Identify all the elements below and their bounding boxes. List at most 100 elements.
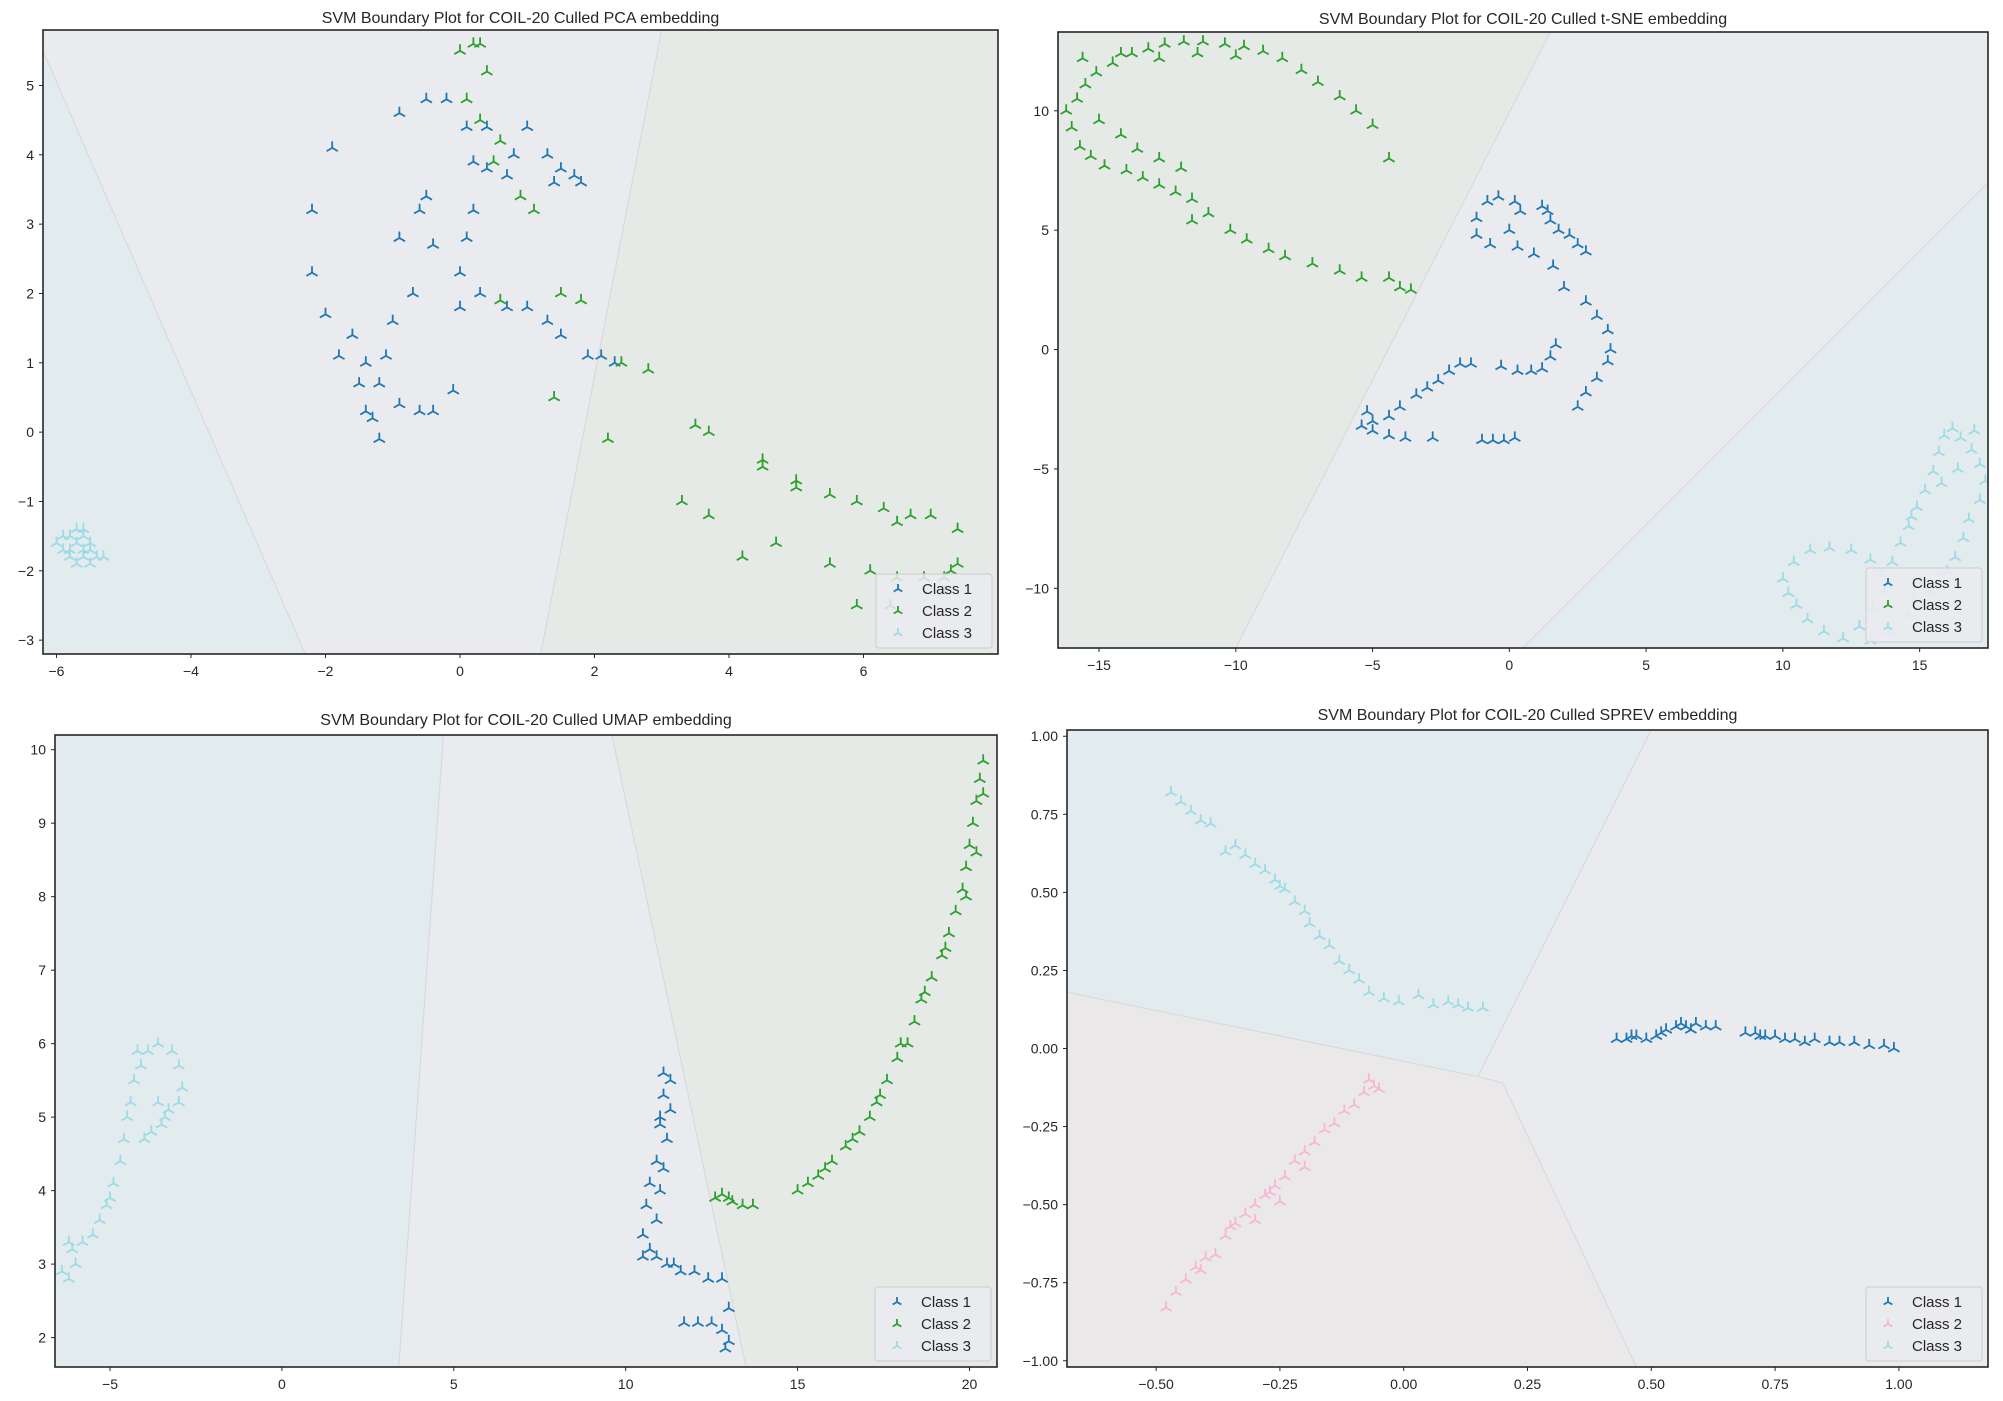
scatter-point xyxy=(386,314,399,326)
decision-region xyxy=(398,735,747,1367)
scatter-point xyxy=(1655,1026,1668,1037)
scatter-point xyxy=(1142,42,1155,53)
scatter-point xyxy=(1298,1160,1311,1172)
legend-box xyxy=(1865,1286,1983,1362)
scatter-point xyxy=(467,203,480,215)
scatter-point xyxy=(1454,357,1467,368)
scatter-point xyxy=(1120,164,1133,175)
scatter-point xyxy=(1709,1020,1722,1031)
scatter-point xyxy=(1278,1170,1291,1181)
scatter-point xyxy=(1404,283,1417,294)
scatter-point xyxy=(1957,531,1970,543)
scatter-point xyxy=(62,1272,75,1283)
scatter-point xyxy=(1362,1073,1376,1084)
scatter-point xyxy=(1377,992,1390,1003)
series-class-1 xyxy=(1355,190,1617,445)
legend-label: Class 1 xyxy=(1912,575,1962,592)
y-tick-label: 10 xyxy=(1033,103,1049,119)
scatter-point xyxy=(77,522,90,534)
scatter-point xyxy=(1288,895,1301,906)
scatter-point xyxy=(891,1051,904,1063)
scatter-point xyxy=(453,44,467,55)
scatter-point xyxy=(1185,214,1199,225)
scatter-point xyxy=(944,564,958,575)
scatter-point xyxy=(1426,431,1439,442)
scatter-point xyxy=(1949,550,1962,562)
scatter-point xyxy=(643,1176,656,1188)
y-tick-label: 2 xyxy=(26,285,34,301)
scatter-point xyxy=(973,772,986,784)
scatter-point xyxy=(453,266,467,277)
scatter-point xyxy=(654,1110,667,1122)
scatter-point xyxy=(1092,113,1106,125)
scatter-point xyxy=(359,356,372,367)
scatter-point xyxy=(1470,211,1483,223)
scatter-point xyxy=(959,890,973,901)
scatter-point xyxy=(689,418,702,430)
scatter-point xyxy=(942,926,955,938)
scatter-point xyxy=(1065,121,1078,132)
scatter-point xyxy=(863,1110,876,1122)
panels: SVM Boundary Plot for COIL-20 Culled PCA… xyxy=(18,10,1989,1392)
scatter-point xyxy=(1382,409,1396,421)
scatter-point xyxy=(1204,817,1217,828)
legend-marker xyxy=(1883,1297,1893,1306)
x-tick-label: 0.75 xyxy=(1761,1376,1788,1392)
panel-umap: SVM Boundary Plot for COIL-20 Culled UMA… xyxy=(30,712,998,1392)
scatter-point xyxy=(63,550,76,561)
scatter-point xyxy=(1452,998,1465,1009)
scatter-point xyxy=(970,794,983,806)
scatter-point xyxy=(664,1073,677,1085)
scatter-point xyxy=(1348,1098,1361,1109)
scatter-point xyxy=(467,155,480,166)
panel-pca: SVM Boundary Plot for COIL-20 Culled PCA… xyxy=(18,10,999,679)
scatter-point xyxy=(83,536,97,548)
scatter-point xyxy=(500,169,514,180)
scatter-point xyxy=(1557,281,1571,292)
scatter-point xyxy=(825,1154,839,1166)
scatter-point xyxy=(1353,973,1366,984)
scatter-point xyxy=(1323,939,1336,950)
scatter-point xyxy=(1776,572,1789,583)
scatter-point xyxy=(1177,35,1190,46)
y-tick-label: 1 xyxy=(26,355,34,371)
scatter-point xyxy=(601,432,615,444)
scatter-point xyxy=(1492,190,1505,201)
scatter-point xyxy=(393,106,406,118)
scatter-point xyxy=(541,314,554,326)
series-class-3 xyxy=(55,1037,189,1283)
scatter-point xyxy=(1590,309,1603,321)
x-tick-label: 10 xyxy=(618,1376,634,1392)
scatter-point xyxy=(812,1169,825,1180)
scatter-point xyxy=(1199,1251,1212,1262)
scatter-point xyxy=(1224,1220,1237,1231)
scatter-point xyxy=(152,1037,165,1048)
scatter-point xyxy=(688,1265,701,1276)
legend-marker xyxy=(1883,1341,1893,1350)
decision-region xyxy=(1522,181,1988,648)
scatter-point xyxy=(1863,1038,1876,1050)
legend-marker xyxy=(893,584,903,593)
scatter-point xyxy=(1514,204,1527,216)
scatter-point xyxy=(1350,104,1363,115)
scatter-point xyxy=(426,238,440,249)
scatter-point xyxy=(1601,323,1614,335)
scatter-point xyxy=(420,189,433,201)
x-tick-label: 0 xyxy=(1505,657,1513,673)
series-class-3 xyxy=(50,522,110,568)
decision-regions xyxy=(55,735,997,1367)
scatter-point xyxy=(379,349,393,360)
legend-label: Class 2 xyxy=(921,1316,971,1333)
scatter-point xyxy=(650,1154,663,1166)
y-tick-label: 0.25 xyxy=(1031,962,1058,978)
scatter-point xyxy=(487,155,500,166)
scatter-point xyxy=(426,404,440,416)
scatter-point xyxy=(1174,795,1187,806)
scatter-point xyxy=(1462,1001,1475,1012)
scatter-point xyxy=(57,543,70,555)
scatter-point xyxy=(1224,223,1237,235)
scatter-point xyxy=(447,384,460,395)
scatter-point xyxy=(1412,988,1425,1000)
legend-marker xyxy=(1883,622,1893,631)
